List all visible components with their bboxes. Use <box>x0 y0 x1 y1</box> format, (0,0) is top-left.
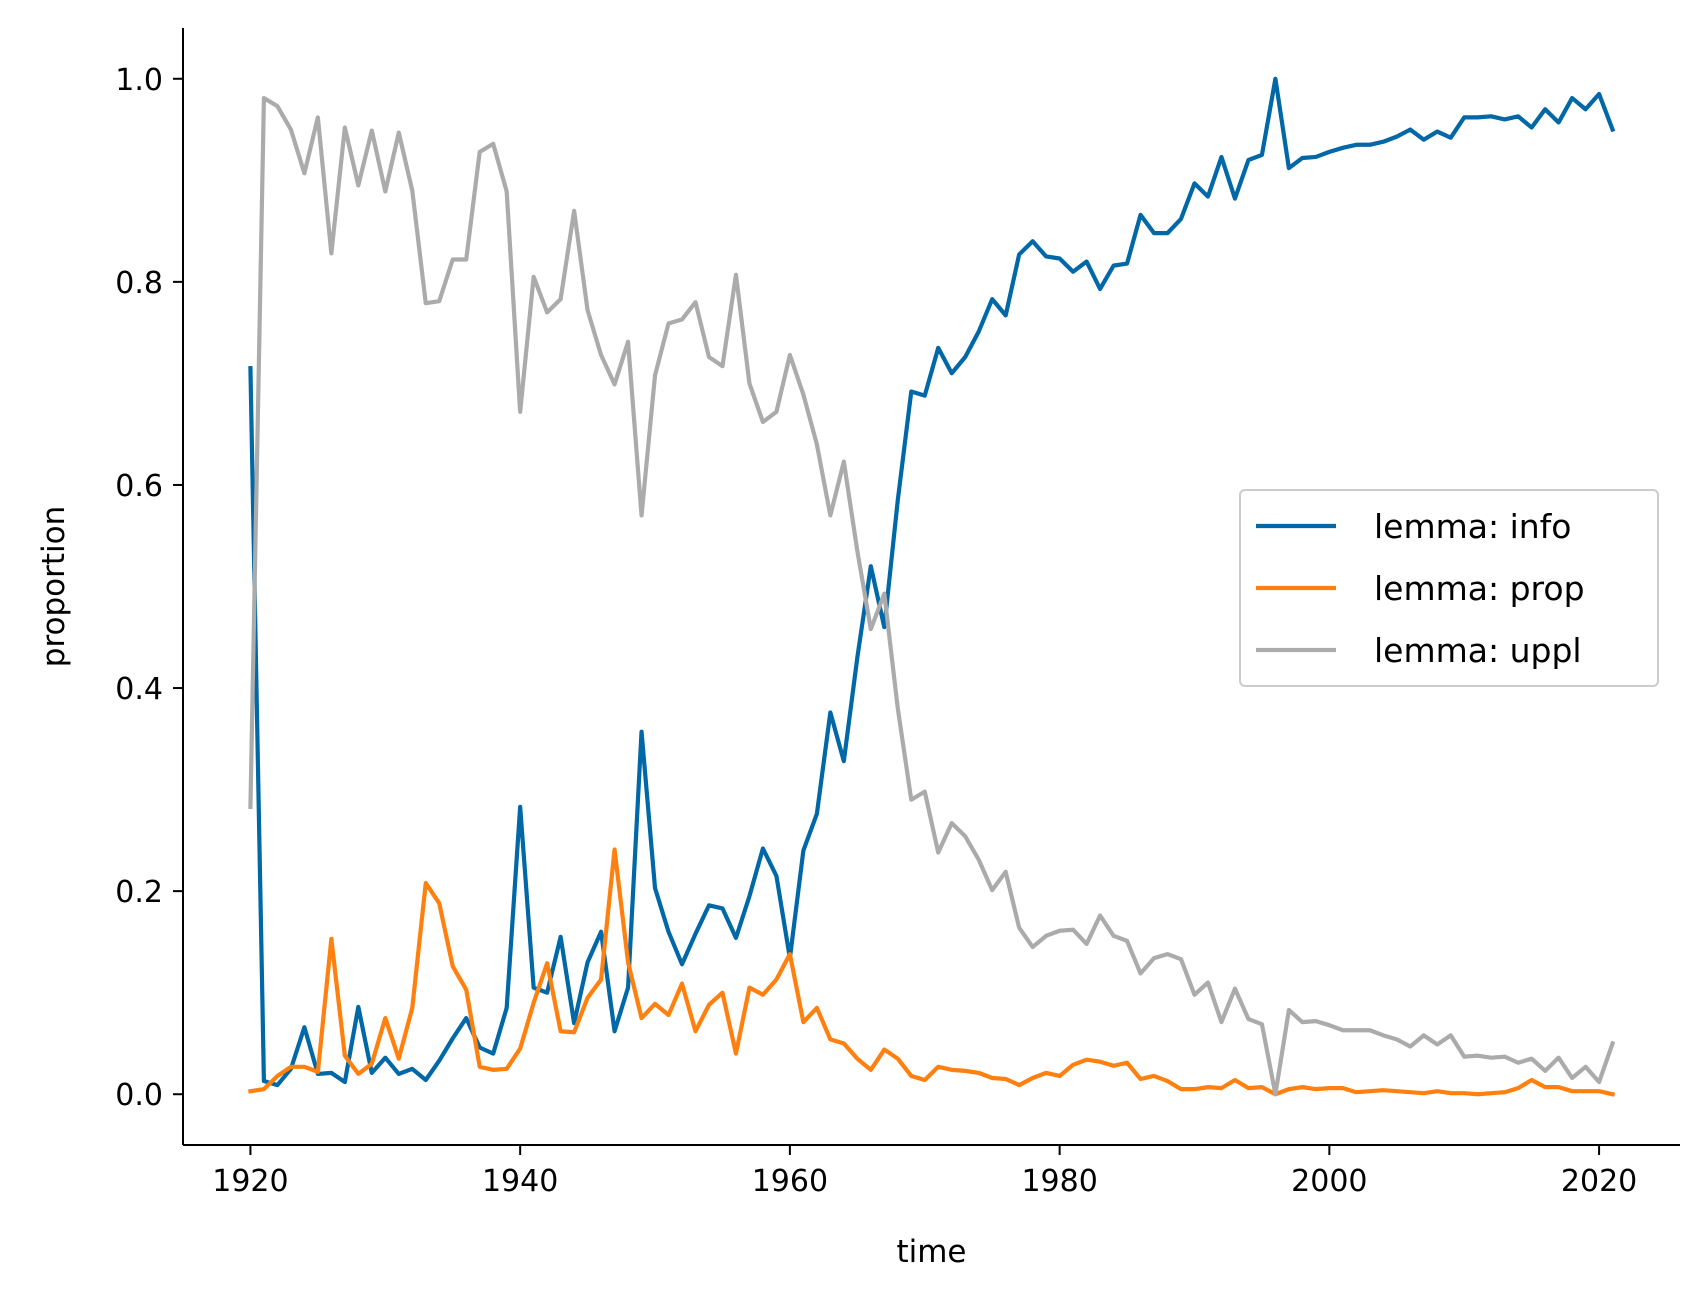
x-axis-label: time <box>896 1234 966 1270</box>
x-tick-label: 2000 <box>1291 1164 1367 1199</box>
legend-frame <box>1239 489 1659 687</box>
series-layer <box>248 76 1616 1097</box>
x-tick-label: 1980 <box>1021 1164 1097 1199</box>
x-tick-label: 1960 <box>752 1164 828 1199</box>
legend-label: lemma: uppl <box>1374 631 1582 670</box>
series-line-2 <box>248 847 1616 1097</box>
legend: lemma: info lemma: prop lemma: uppl <box>1239 489 1659 687</box>
y-tick-label: 0.6 <box>115 469 163 504</box>
y-tick-label: 1.0 <box>115 63 163 98</box>
x-tick-label: 1940 <box>482 1164 558 1199</box>
y-axis-label: proportion <box>36 506 72 667</box>
legend-label: lemma: info <box>1374 507 1571 546</box>
axes-layer: 1920 1940 1960 1980 2000 2020 0.0 0.2 0.4 0.6 0.8 1… <box>115 28 1680 1199</box>
y-tick-label: 0.8 <box>115 266 163 301</box>
y-tick-label: 0.4 <box>115 672 163 707</box>
y-tick-label: 0.0 <box>115 1078 163 1113</box>
y-tick-label: 0.2 <box>115 875 163 910</box>
series-line-3 <box>248 95 1616 1097</box>
x-tick-label: 2020 <box>1561 1164 1637 1199</box>
x-tick-label: 1920 <box>212 1164 288 1199</box>
legend-label: lemma: prop <box>1374 569 1585 608</box>
